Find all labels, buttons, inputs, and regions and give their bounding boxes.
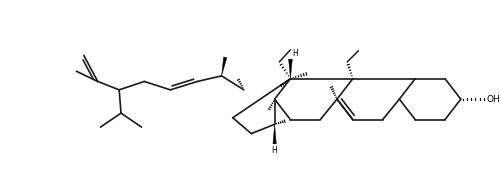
Polygon shape	[273, 124, 276, 144]
Polygon shape	[288, 59, 292, 79]
Text: H: H	[270, 146, 276, 155]
Text: OH: OH	[486, 95, 499, 104]
Polygon shape	[221, 57, 226, 76]
Text: H: H	[292, 49, 298, 58]
